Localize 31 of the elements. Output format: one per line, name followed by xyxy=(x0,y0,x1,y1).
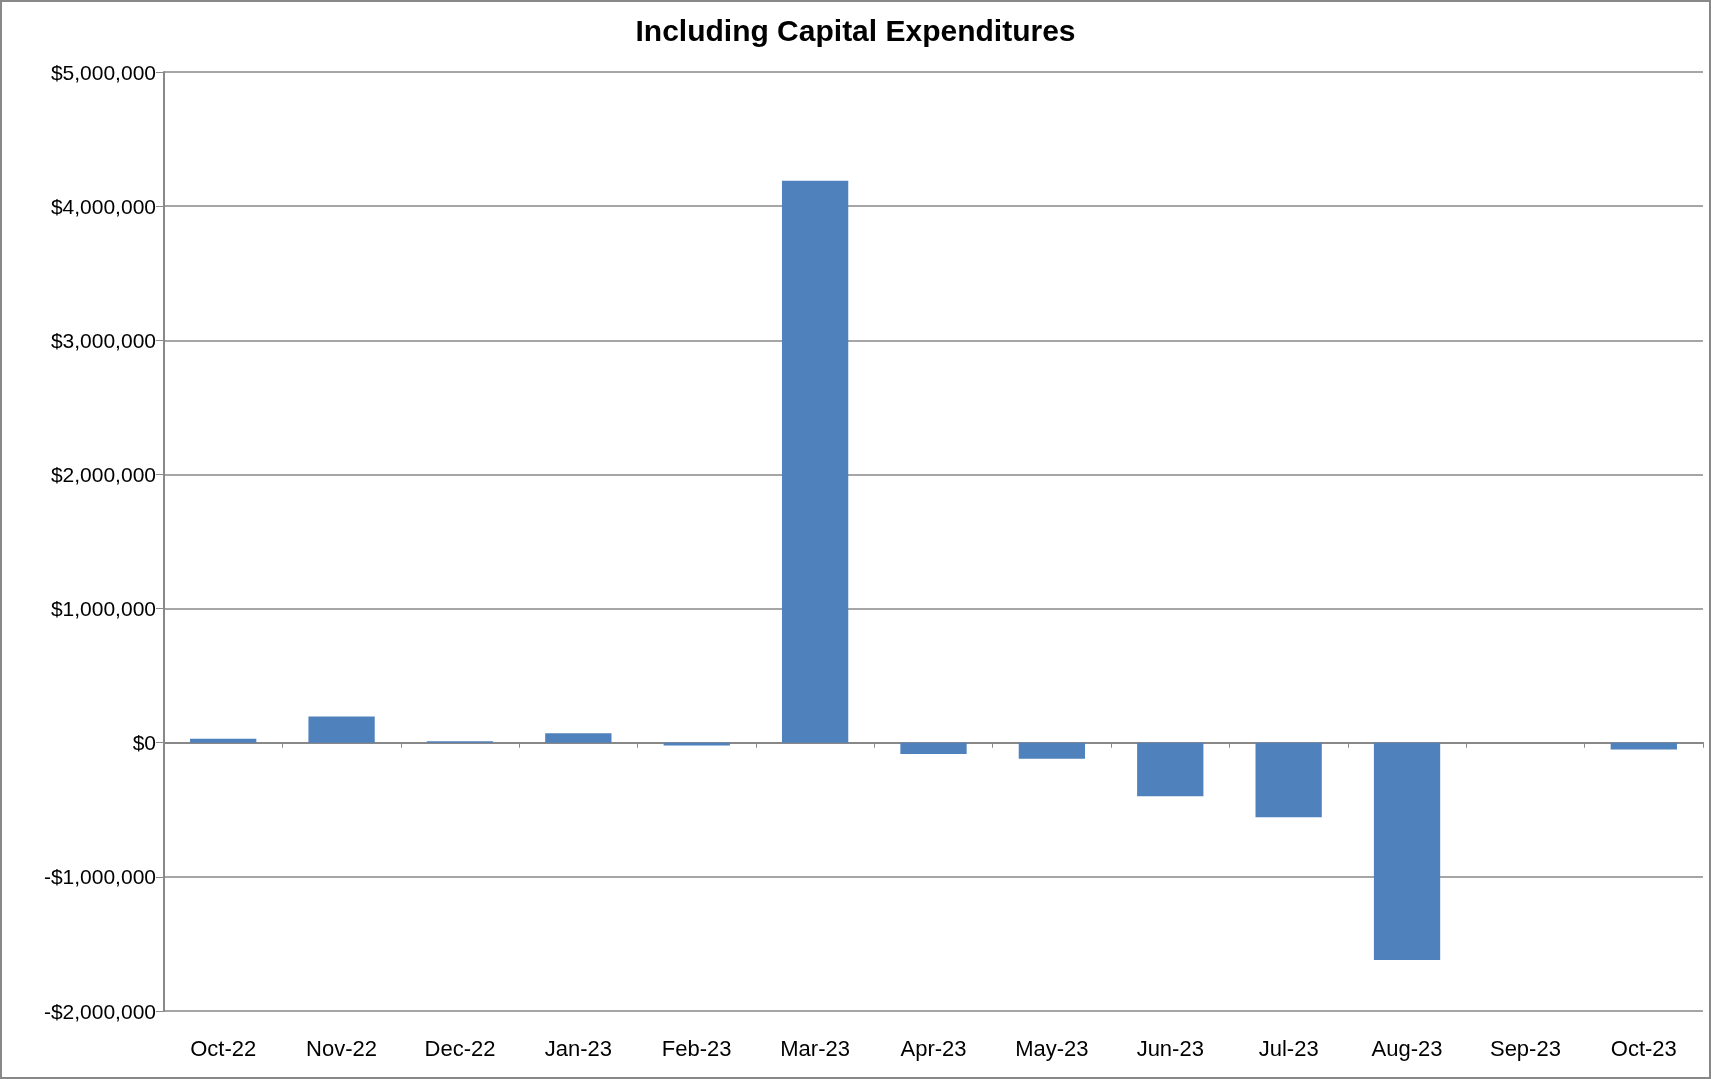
bar xyxy=(545,733,612,743)
x-tick-label: Mar-23 xyxy=(780,1035,850,1061)
bar xyxy=(1255,742,1322,818)
bar xyxy=(308,716,375,743)
x-tick-label: Feb-23 xyxy=(661,1035,732,1061)
x-tick-label: Sep-23 xyxy=(1489,1035,1561,1061)
bar xyxy=(1137,742,1204,797)
x-tick-label: Dec-22 xyxy=(424,1035,496,1061)
bar xyxy=(781,180,849,743)
x-tick-label: Jul-23 xyxy=(1258,1035,1319,1061)
y-tick-label: -$1,000,000 xyxy=(43,865,156,889)
y-tick-label: $3,000,000 xyxy=(50,328,156,352)
bar xyxy=(900,742,967,755)
x-tick-label: Apr-23 xyxy=(900,1035,967,1061)
x-tick-label: Oct-23 xyxy=(1610,1035,1677,1061)
x-tick-label: Jan-23 xyxy=(544,1035,612,1061)
bar xyxy=(1373,742,1441,961)
y-tick-label: $5,000,000 xyxy=(50,60,156,84)
x-tick-label: Oct-22 xyxy=(190,1035,257,1061)
y-tick-label: $2,000,000 xyxy=(50,462,156,486)
y-tick-label: $1,000,000 xyxy=(50,597,156,621)
x-tick-label: May-23 xyxy=(1015,1035,1089,1061)
x-tick-label: Jun-23 xyxy=(1136,1035,1204,1061)
bar xyxy=(1018,742,1086,759)
y-tick-label: $0 xyxy=(132,731,156,755)
x-tick-label: Aug-23 xyxy=(1371,1035,1443,1061)
bar xyxy=(190,738,257,743)
y-tick-label: -$2,000,000 xyxy=(43,999,156,1023)
y-tick-label: $4,000,000 xyxy=(50,194,156,218)
chart-title: Including Capital Expenditures xyxy=(635,13,1076,47)
x-tick-label: Nov-22 xyxy=(306,1035,378,1061)
